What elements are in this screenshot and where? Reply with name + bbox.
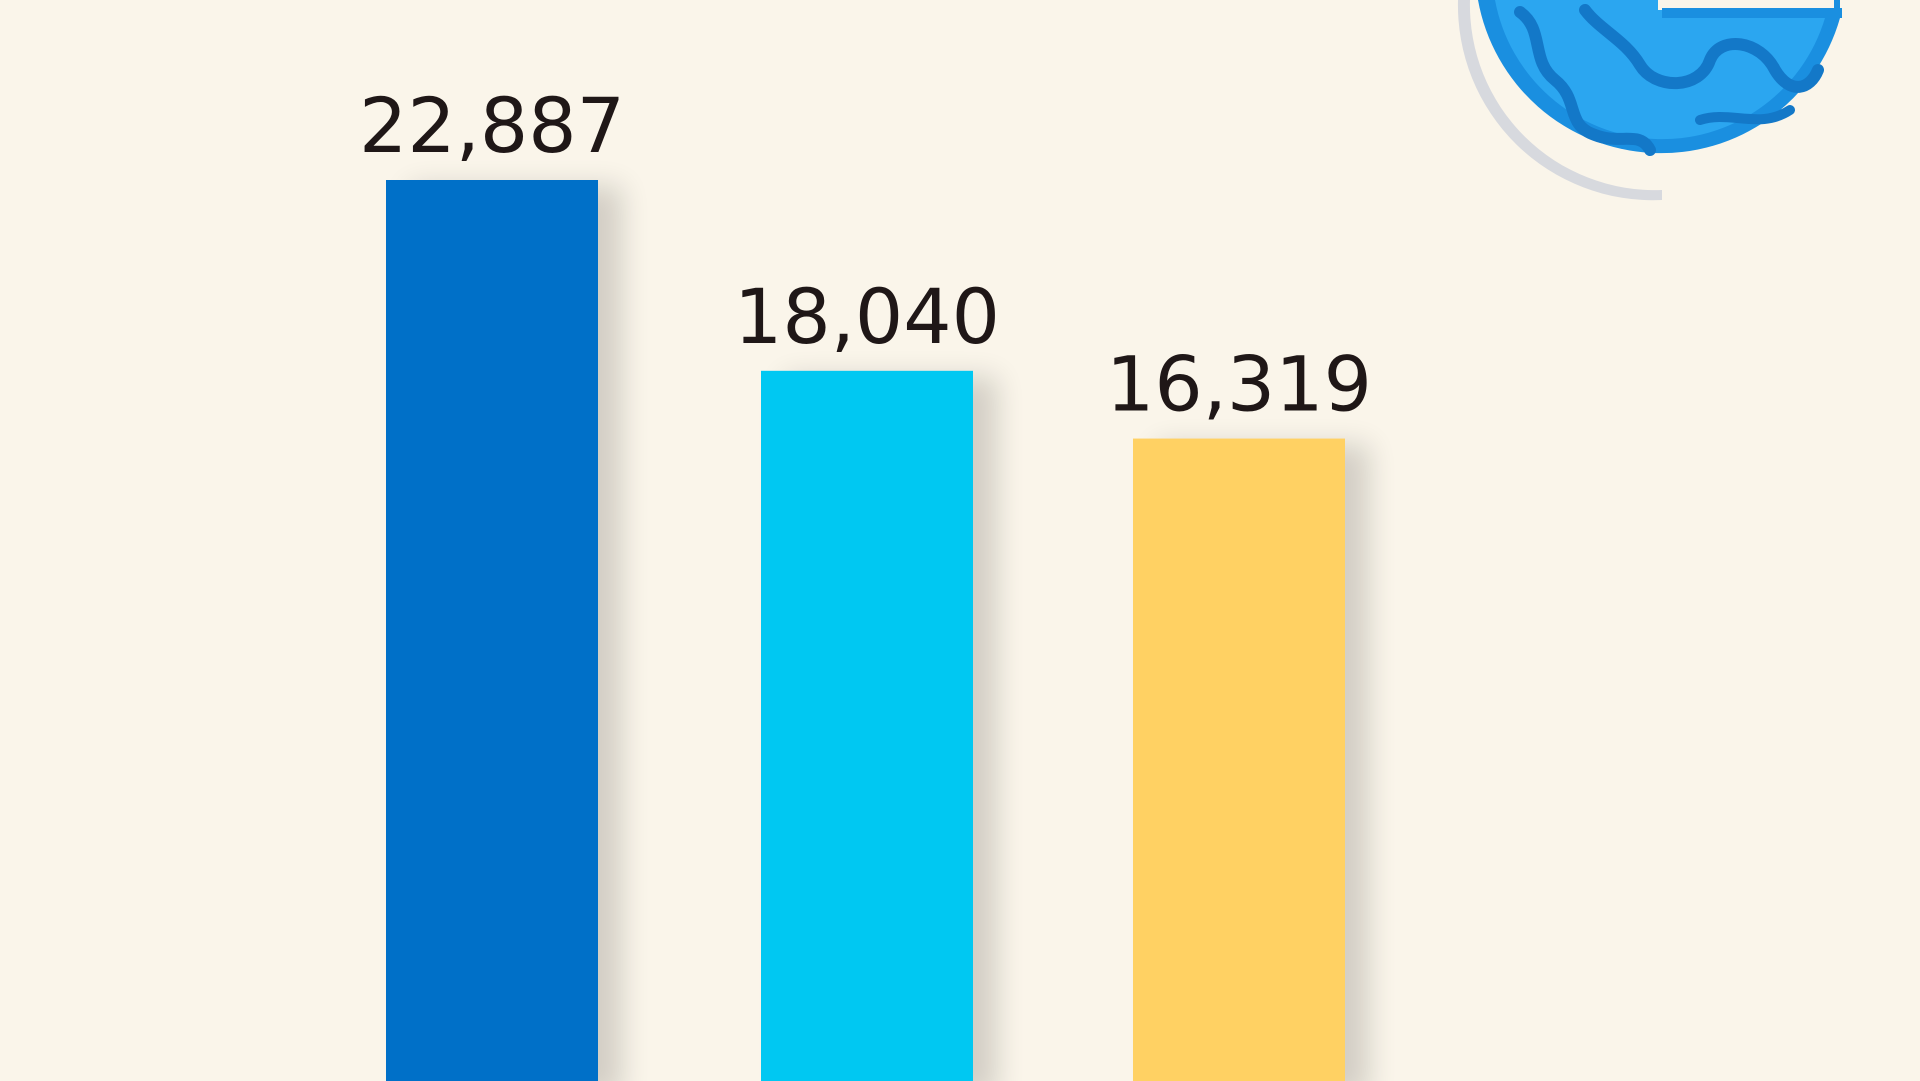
globe-icon: [1457, 0, 1842, 201]
bar: [386, 180, 598, 1081]
bar: [1133, 438, 1345, 1081]
value-labels-layer: 22,887 18,040 16,319: [359, 81, 1372, 429]
bars-layer: [386, 180, 1345, 1081]
bar-value-label: 18,040: [734, 272, 1000, 361]
bar: [761, 370, 973, 1081]
bar-value-label: 22,887: [359, 81, 625, 170]
bar-value-label: 16,319: [1106, 340, 1372, 429]
